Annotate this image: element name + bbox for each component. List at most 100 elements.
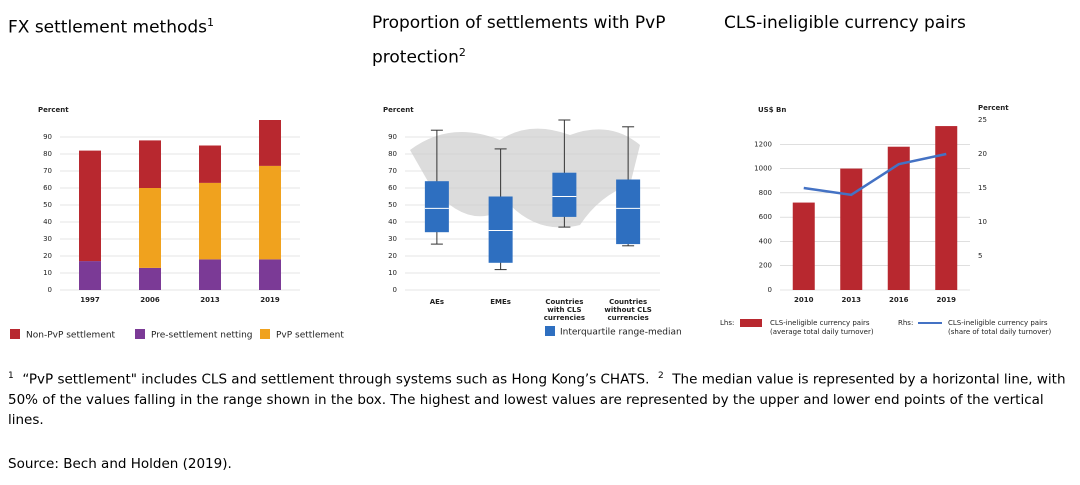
- line: [803, 152, 947, 197]
- x-tick-label: AEs: [430, 298, 444, 306]
- legend-prefix: Lhs:: [720, 319, 734, 327]
- legend-prefix: Rhs:: [898, 319, 913, 327]
- x-tick-label: Countries without CLS currencies: [604, 298, 651, 322]
- footnotes: 1 “PvP settlement" includes CLS and sett…: [8, 366, 1072, 430]
- y-tick-label: 30: [43, 235, 52, 243]
- bar-segment: [259, 120, 281, 166]
- y-tick-label: 1200: [754, 140, 772, 148]
- box: [488, 196, 513, 263]
- y-tick-label: 200: [759, 262, 772, 270]
- footnote-marker: 2: [657, 371, 664, 381]
- x-tick-label: EMEs: [490, 298, 511, 306]
- y-tick-label: 20: [388, 252, 397, 260]
- y-tick-label: 1000: [754, 165, 772, 173]
- y-tick-label: 400: [759, 237, 772, 245]
- y-tick-label: 40: [388, 218, 397, 226]
- bar-segment: [79, 261, 101, 290]
- y2-tick-label: 15: [978, 184, 987, 192]
- bar: [840, 168, 863, 290]
- bar: [935, 126, 958, 290]
- bar-segment: [259, 259, 281, 290]
- bar-segment: [139, 140, 161, 188]
- y-tick-label: 70: [43, 167, 52, 175]
- x-tick-label: 1997: [80, 296, 100, 304]
- y-tick-label: 20: [43, 252, 52, 260]
- y-axis-label: Percent: [383, 106, 414, 114]
- y-tick-label: 800: [759, 189, 772, 197]
- legend-swatch: [10, 329, 20, 339]
- y-tick-label: 40: [43, 218, 52, 226]
- chart-title-box: FX settlement methods1: [8, 8, 214, 43]
- legend-label: CLS-ineligible currency pairs: [770, 319, 870, 327]
- legend-swatch: [545, 326, 555, 336]
- chart-title: FX settlement methods: [8, 17, 208, 38]
- y2-tick-label: 25: [978, 116, 987, 124]
- y-axis-label: US$ Bn: [758, 106, 786, 114]
- bar-segment: [199, 259, 221, 290]
- y-tick-label: 10: [43, 269, 52, 277]
- bar: [887, 146, 910, 290]
- bar: [792, 202, 815, 290]
- legend-label: Non-PvP settlement: [26, 331, 116, 341]
- bar-segment: [139, 267, 161, 290]
- chart-title: Proportion of settlements with PvP prote…: [372, 13, 666, 68]
- x-tick-label: 2019: [260, 296, 280, 304]
- source: Source: Bech and Holden (2019).: [8, 456, 232, 472]
- y2-tick-label: 5: [978, 252, 982, 260]
- chart-title: CLS-ineligible currency pairs: [724, 13, 966, 33]
- legend-label: Interquartile range-median: [560, 328, 682, 338]
- x-tick-label: 2013: [842, 296, 862, 304]
- legend-label: Pre-settlement netting: [151, 331, 253, 341]
- bar-segment: [199, 182, 221, 260]
- chart-title-box: CLS-ineligible currency pairs: [724, 8, 966, 38]
- footnote: The median value is represented by a hor…: [8, 371, 1066, 428]
- y-axis-label: Percent: [38, 106, 69, 114]
- legend-desc: (average total daily turnover): [770, 328, 874, 336]
- y-tick-label: 50: [43, 201, 52, 209]
- y-tick-label: 30: [388, 235, 397, 243]
- title-note: 1: [207, 16, 215, 29]
- x-tick-label: 2010: [794, 296, 814, 304]
- footnote: “PvP settlement" includes CLS and settle…: [22, 371, 650, 388]
- y2-tick-label: 10: [978, 218, 987, 226]
- y-tick-label: 70: [388, 167, 397, 175]
- box: [552, 172, 577, 217]
- legend-label: CLS-ineligible currency pairs: [948, 319, 1048, 327]
- x-tick-label: Countries with CLS currencies: [544, 298, 585, 322]
- y-tick-label: 90: [43, 133, 52, 141]
- bar-segment: [199, 145, 221, 183]
- box: [616, 179, 641, 245]
- x-tick-label: 2013: [200, 296, 220, 304]
- chart-title-box: Proportion of settlements with PvP prote…: [372, 8, 692, 73]
- legend-desc: (share of total daily turnover): [948, 328, 1052, 336]
- y-tick-label: 60: [43, 184, 52, 192]
- legend-label: PvP settlement: [276, 331, 344, 341]
- y-tick-label: 80: [43, 150, 52, 158]
- x-tick-label: 2016: [889, 296, 909, 304]
- y-tick-label: 80: [388, 150, 397, 158]
- legend-swatch: [135, 329, 145, 339]
- legend-swatch: [260, 329, 270, 339]
- y-tick-label: 50: [388, 201, 397, 209]
- box: [424, 181, 449, 233]
- bar-segment: [259, 165, 281, 260]
- y2-axis-label: Percent: [978, 104, 1009, 112]
- bar-segment: [139, 188, 161, 268]
- x-tick-label: 2019: [937, 296, 957, 304]
- legend-swatch: [740, 319, 762, 327]
- x-tick-label: 2006: [140, 296, 160, 304]
- y2-tick-label: 20: [978, 150, 987, 158]
- y-tick-label: 0: [48, 286, 52, 294]
- title-note: 2: [458, 46, 466, 59]
- y-tick-label: 600: [759, 213, 772, 221]
- y-tick-label: 0: [768, 286, 772, 294]
- bar-segment: [79, 150, 101, 262]
- y-tick-label: 90: [388, 133, 397, 141]
- y-tick-label: 10: [388, 269, 397, 277]
- footnote-marker: 1: [8, 371, 14, 381]
- y-tick-label: 60: [388, 184, 397, 192]
- map-backdrop: [410, 128, 640, 228]
- y-tick-label: 0: [393, 286, 397, 294]
